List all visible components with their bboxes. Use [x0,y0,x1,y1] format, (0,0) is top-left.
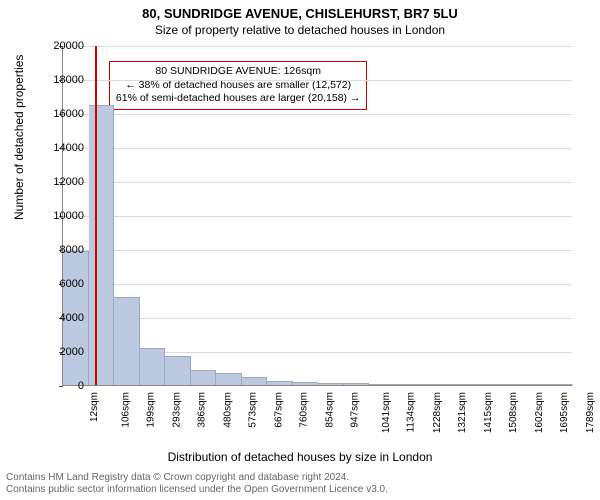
xtick-label: 573sqm [248,392,259,428]
gridline [63,284,572,285]
ytick-label: 4000 [44,312,84,324]
xtick-label: 106sqm [120,392,131,428]
xtick-label: 1789sqm [585,392,596,433]
footer-line2: Contains public sector information licen… [6,484,388,496]
ytick-label: 6000 [44,278,84,290]
xtick-label: 480sqm [222,392,233,428]
y-axis-label: Number of detached properties [12,55,26,220]
histogram-bar [522,384,548,385]
xtick-label: 1041sqm [381,392,392,433]
histogram-bar [89,105,115,386]
ytick-label: 8000 [44,244,84,256]
xtick-label: 199sqm [146,392,157,428]
ytick-label: 14000 [44,142,84,154]
ytick-label: 18000 [44,74,84,86]
histogram-bar [191,370,217,385]
histogram-bar [369,384,395,385]
xtick-label: 854sqm [324,392,335,428]
annotation-line1: 80 SUNDRIDGE AVENUE: 126sqm [116,65,361,79]
xtick-label: 1415sqm [483,392,494,433]
histogram-bar [318,383,344,385]
xtick-label: 1134sqm [405,392,416,432]
ytick-label: 2000 [44,346,84,358]
histogram-bar [293,382,319,385]
histogram-bar [242,377,268,385]
chart-subtitle: Size of property relative to detached ho… [0,21,600,41]
histogram-bar [114,297,140,385]
property-marker-line [95,46,97,385]
footer-attribution: Contains HM Land Registry data © Crown c… [6,472,388,496]
xtick-label: 947sqm [350,392,361,428]
gridline [63,80,572,81]
xtick-label: 1321sqm [457,392,468,433]
chart-title-address: 80, SUNDRIDGE AVENUE, CHISLEHURST, BR7 5… [0,0,600,21]
histogram-bar [420,384,446,385]
annotation-box: 80 SUNDRIDGE AVENUE: 126sqm ← 38% of det… [109,61,368,110]
ytick-label: 10000 [44,210,84,222]
gridline [63,46,572,47]
histogram-bar [140,348,166,385]
histogram-bar [395,384,421,385]
ytick-label: 16000 [44,108,84,120]
xtick-label: 293sqm [171,392,182,428]
gridline [63,148,572,149]
ytick-label: 12000 [44,176,84,188]
xtick-label: 760sqm [299,392,310,428]
histogram-bar [471,384,497,385]
plot-region: 80 SUNDRIDGE AVENUE: 126sqm ← 38% of det… [62,46,572,386]
annotation-line3: 61% of semi-detached houses are larger (… [116,92,361,106]
xtick-label: 1508sqm [508,392,519,433]
histogram-bar [267,381,293,385]
xtick-label: 667sqm [273,392,284,428]
histogram-bar [165,356,191,385]
gridline [63,182,572,183]
histogram-bar [344,383,370,385]
histogram-bar [446,384,472,385]
gridline [63,250,572,251]
histogram-bar [216,373,242,385]
gridline [63,216,572,217]
gridline [63,114,572,115]
histogram-bar [548,384,574,385]
xtick-label: 1228sqm [432,392,443,433]
chart-area: 80 SUNDRIDGE AVENUE: 126sqm ← 38% of det… [62,46,572,416]
xtick-label: 12sqm [89,392,100,422]
xtick-label: 1695sqm [559,392,570,433]
xtick-label: 1602sqm [534,392,545,433]
footer-line1: Contains HM Land Registry data © Crown c… [6,472,388,484]
x-axis-label: Distribution of detached houses by size … [0,450,600,464]
ytick-label: 0 [44,380,84,392]
xtick-label: 386sqm [197,392,208,428]
ytick-label: 20000 [44,40,84,52]
histogram-bar [497,384,523,385]
